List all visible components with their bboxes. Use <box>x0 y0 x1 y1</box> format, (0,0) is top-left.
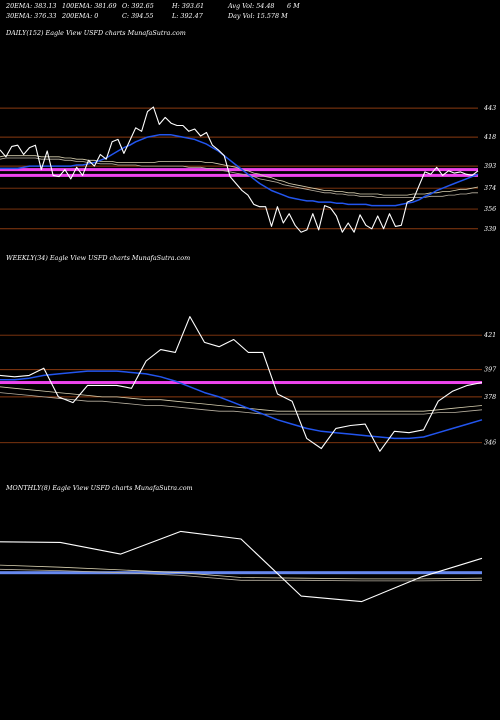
header-close: C: 394.55 <box>122 12 153 20</box>
weekly-y-tick-label: 397 <box>484 366 497 374</box>
weekly-y-tick-label: 346 <box>484 439 496 447</box>
monthly-price-line <box>0 530 483 603</box>
monthly-panel-title: MONTHLY(8) Eagle View USFD charts Munafa… <box>5 484 193 492</box>
header-open: O: 392.65 <box>122 2 154 10</box>
chart-panels: 339 356 374 393 418 443 346 378 397 421 <box>0 104 497 603</box>
daily-y-tick-label: 374 <box>484 184 496 192</box>
daily-y-tick-label: 339 <box>484 225 496 233</box>
weekly-panel: 346 378 397 421 <box>0 316 497 452</box>
weekly-y-tick-label: 421 <box>483 331 496 339</box>
daily-price-line <box>0 106 479 233</box>
header-day-vol: Day Vol: 15.578 M <box>227 12 288 20</box>
monthly-ema-slow-line <box>0 564 483 580</box>
weekly-highlight-band <box>0 381 482 385</box>
monthly-panel <box>0 530 483 603</box>
daily-ema-slow-line <box>0 155 479 196</box>
daily-y-tick-label: 393 <box>484 162 496 170</box>
header-high: H: 393.61 <box>171 2 204 10</box>
header-ema200: 200EMA: 0 <box>61 12 98 20</box>
daily-y-tick-label: 418 <box>483 133 496 141</box>
daily-highlight-band <box>0 168 478 172</box>
daily-ema-slow_2-line <box>0 157 478 198</box>
header-stats: 20EMA: 383.13 100EMA: 381.69 O: 392.65 H… <box>5 2 300 20</box>
daily-y-tick-label: 443 <box>483 104 496 112</box>
monthly-ema-slow_2-line <box>0 568 483 582</box>
weekly-ema-fast-line <box>0 370 483 440</box>
daily-y-tick-label: 356 <box>484 205 496 213</box>
weekly-price-line <box>0 316 483 452</box>
header-avg-vol: Avg Vol: 54.48 <box>227 2 275 10</box>
daily-panel: 339 356 374 393 418 443 <box>0 104 496 233</box>
header-ema100: 100EMA: 381.69 <box>62 2 117 10</box>
daily-highlight-band <box>0 173 478 177</box>
header-low: L: 392.47 <box>171 12 204 20</box>
header-ema30: 30EMA: 376.33 <box>6 12 57 20</box>
weekly-ema-slow_2-line <box>0 392 483 415</box>
monthly-highlight-band <box>0 571 482 575</box>
weekly-y-tick-label: 378 <box>484 393 496 401</box>
header-avg-vol-unit: 6 M <box>287 2 300 10</box>
header-ema20: 20EMA: 383.13 <box>5 2 57 10</box>
daily-panel-title: DAILY(152) Eagle View USFD charts Munafa… <box>5 29 186 37</box>
daily-ema-fast-line <box>0 134 479 207</box>
weekly-panel-title: WEEKLY(34) Eagle View USFD charts Munafa… <box>6 254 190 262</box>
